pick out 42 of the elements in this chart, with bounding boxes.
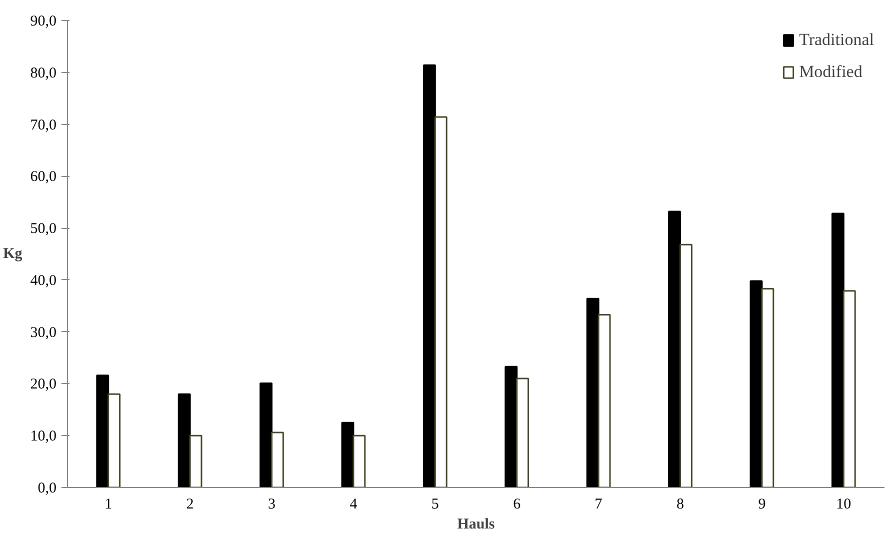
x-tick-label: 9 bbox=[758, 496, 766, 512]
y-tick-label: 20,0 bbox=[30, 376, 56, 393]
y-axis-title: Kg bbox=[3, 246, 23, 262]
y-tick-label: 0,0 bbox=[38, 480, 56, 496]
bar bbox=[108, 393, 121, 488]
y-tick-label: 80,0 bbox=[30, 65, 56, 82]
bar bbox=[189, 434, 202, 488]
bar bbox=[178, 393, 191, 488]
x-tick-label: 8 bbox=[676, 496, 684, 512]
x-tick-label: 7 bbox=[594, 496, 603, 512]
x-tick-label: 5 bbox=[431, 496, 439, 512]
y-tick-label: 70,0 bbox=[30, 117, 56, 134]
bar bbox=[96, 374, 110, 488]
bar bbox=[668, 210, 681, 488]
legend-label: Traditional bbox=[799, 30, 874, 50]
y-tick-label: 10,0 bbox=[30, 428, 56, 445]
x-tick-label: 2 bbox=[186, 496, 194, 512]
bar bbox=[434, 116, 448, 488]
bar bbox=[422, 64, 436, 488]
bar bbox=[680, 244, 692, 488]
x-tick-label: 4 bbox=[350, 496, 358, 512]
y-tick-label: 60,0 bbox=[30, 169, 56, 186]
x-tick-label: 6 bbox=[513, 496, 522, 512]
bar bbox=[260, 382, 272, 488]
bar bbox=[761, 288, 774, 488]
bar bbox=[271, 432, 284, 488]
bar bbox=[504, 366, 518, 488]
x-tick-label: 10 bbox=[836, 496, 852, 512]
y-tick-label: 90,0 bbox=[30, 14, 56, 30]
bar bbox=[598, 314, 611, 488]
bar bbox=[516, 378, 530, 488]
bar bbox=[842, 290, 856, 488]
bar bbox=[352, 434, 366, 488]
legend-label: Modified bbox=[799, 62, 862, 82]
x-tick-label: 1 bbox=[104, 496, 112, 512]
y-tick-label: 40,0 bbox=[30, 272, 56, 289]
x-axis-title: Hauls bbox=[457, 516, 495, 532]
x-tick-label: 3 bbox=[268, 496, 276, 512]
bar bbox=[831, 212, 844, 488]
y-tick-label: 30,0 bbox=[30, 324, 56, 341]
y-tick-label: 50,0 bbox=[30, 221, 56, 238]
bar bbox=[586, 298, 600, 488]
